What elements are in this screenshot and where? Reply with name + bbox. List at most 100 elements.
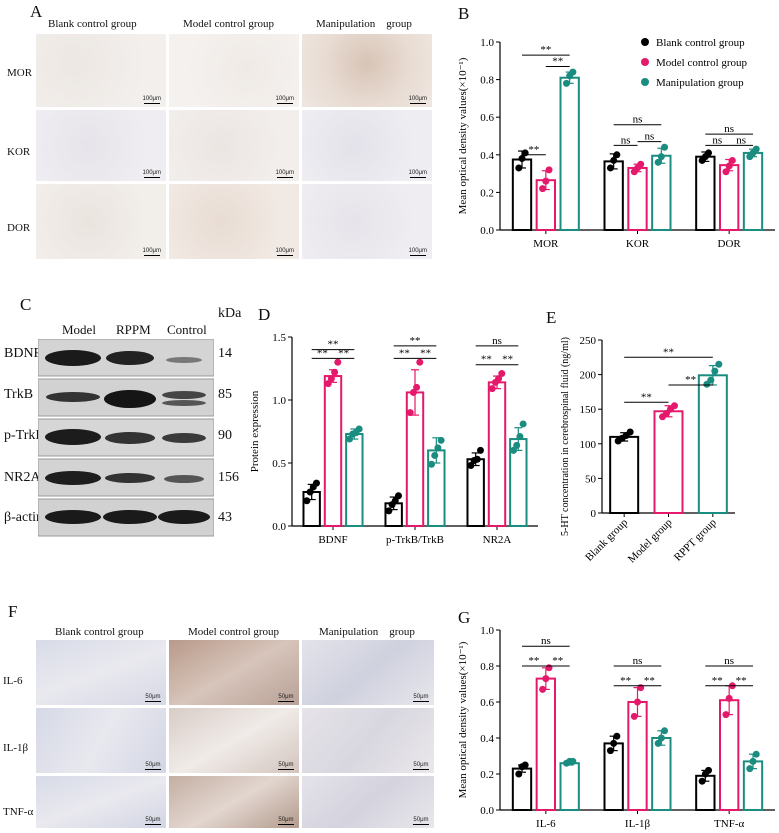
y-tick-label: 1.5 [272,332,286,344]
panel-f-row-label-tnfa: TNF-α [3,806,34,818]
y-tick-label: 200 [580,370,597,382]
data-point [434,444,442,452]
significance-label: ** [620,675,631,687]
data-point [431,451,439,459]
data-point [498,370,506,378]
significance-label: ** [528,144,539,156]
data-point [661,727,669,735]
micrograph-blank-il6: 50μm [36,640,166,705]
y-tick-label: 0.8 [480,661,494,673]
bar [487,381,507,527]
significance-label: ** [736,675,747,687]
data-point [437,436,445,444]
scale-bar-label: 50μm [145,761,161,768]
significance-label: ** [552,655,563,667]
data-point [569,757,577,765]
data-point [752,145,760,153]
significance-label: ns [621,134,631,146]
legend-label: Blank control group [656,37,745,49]
y-axis-label: Mean optical density values(×10⁻¹) [457,57,469,214]
data-point [671,402,678,410]
bar [511,158,533,231]
data-point [416,358,424,366]
bar [695,155,716,231]
micrograph-manipulation-tnfa: 50μm [302,776,434,828]
micrograph-manipulation-dor: 100μm [302,184,432,259]
y-axis-label: 5-HT concentration in cerebrospinal flui… [560,337,571,536]
data-point [521,761,529,769]
kda-trkb: 85 [218,387,232,402]
data-point [715,360,723,368]
panel-a-col-header-2: Model control group [183,18,275,30]
data-point [519,420,527,428]
micrograph-blank-kor: 100μm [36,110,166,181]
data-point [634,698,641,706]
y-tick-label: 1.0 [272,395,286,407]
bar [559,76,580,231]
x-tick-label: IL-6 [536,818,556,830]
data-point [306,488,314,496]
micrograph-blank-dor: 100μm [36,184,166,259]
data-point [327,375,335,383]
bar [535,677,556,811]
significance-label: ** [399,347,410,359]
scale-bar-label: 100μm [408,95,427,102]
bar [603,742,624,811]
y-axis-label: Protein expression [249,390,261,472]
x-tick-label: KOR [626,238,650,250]
chart-d: 0.0 0.5 1.0 1.5 Protein expression BDNF p-TrkB… [249,332,538,546]
panel-a-row-label-dor: DOR [7,222,31,234]
micrograph-model-il1b: 50μm [169,708,299,773]
significance-label: ns [712,134,722,146]
bar [559,762,580,811]
significance-label: ** [420,347,431,359]
data-point [510,446,518,454]
data-point [385,507,393,515]
data-point [539,185,547,193]
blot-col-model: Model [62,322,96,337]
y-tick-label: 0 [591,508,597,520]
bar [627,166,648,232]
data-point [394,492,402,500]
scale-bar-label: 50μm [278,816,294,823]
scale-bar-label: 100μm [275,247,294,254]
data-point [698,777,706,785]
panel-f-col-header-1: Blank control group [55,626,144,638]
data-point [746,765,754,773]
x-tick-label: Model group [626,516,675,565]
panel-a-row-label-mor: MOR [7,67,33,79]
data-point [654,158,662,166]
x-tick-label: p-TrkB/TrkB [386,534,444,546]
data-point [657,734,665,742]
legend-label: Model control group [656,57,748,69]
scale-bar-label: 100μm [142,169,161,176]
panel-label-a: A [30,2,43,21]
y-axis-label: Mean optical density values(×10⁻¹) [457,641,469,798]
y-tick-label: 0.5 [272,458,286,470]
kda-bdnf: 14 [218,346,232,361]
panel-f-col-header-2: Model control group [188,626,280,638]
y-tick-label: 100 [580,439,597,451]
y-tick-label: 0.6 [480,112,494,124]
bar [653,410,684,514]
scale-bar-label: 50μm [413,816,429,823]
y-tick-label: 0.4 [480,150,494,162]
y-tick-label: 0.8 [480,75,494,87]
bar [651,154,672,232]
micrograph-blank-il1b: 50μm [36,708,166,773]
blot-image [38,339,214,537]
data-point [413,383,421,391]
data-point [637,160,645,168]
significance-label: ** [481,354,492,366]
significance-label: ns [724,123,734,135]
data-point [334,358,342,366]
panel-label-g: G [458,608,471,627]
data-point [613,151,621,159]
x-tick-label: MOR [533,238,559,250]
micrograph-model-tnfa: 50μm [169,776,299,828]
panel-f-row-label-il6: IL-6 [3,675,23,687]
y-tick-label: 1.0 [480,626,494,637]
data-point [630,712,638,720]
data-point [705,766,713,774]
micrograph-model-dor: 100μm [169,184,299,259]
